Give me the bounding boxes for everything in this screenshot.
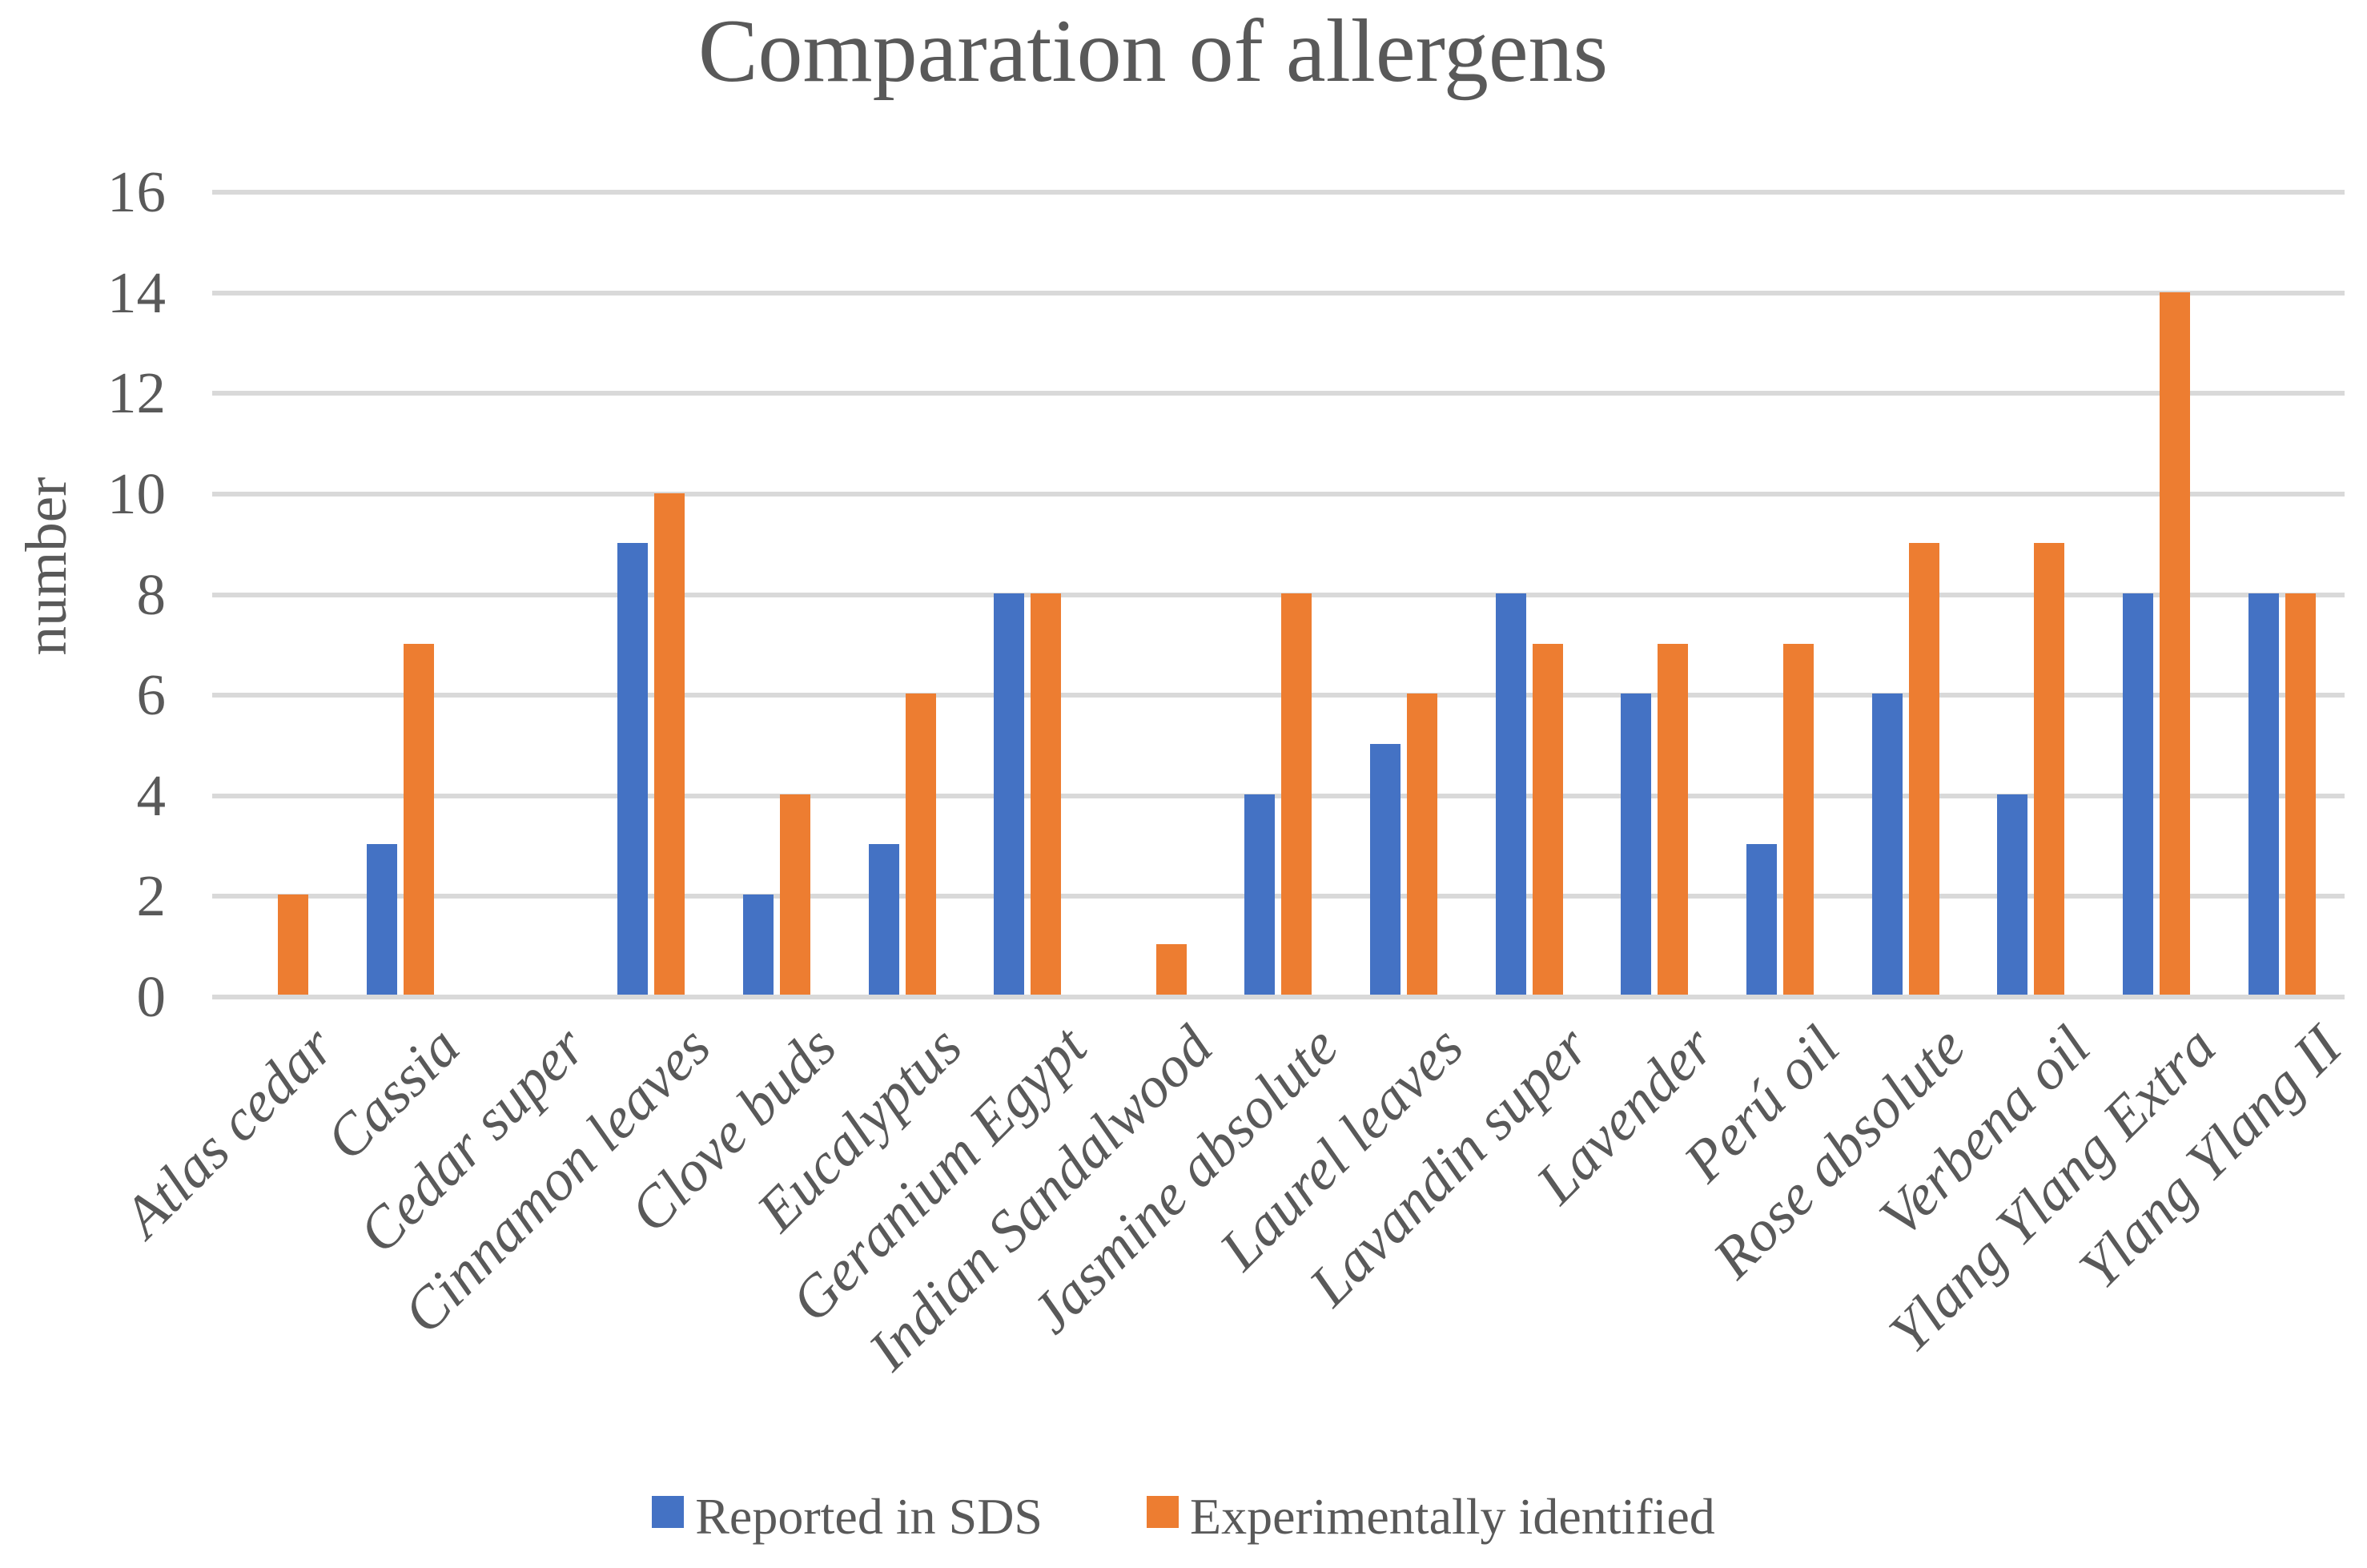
y-tick-label-10: 10 — [107, 460, 166, 526]
legend: Reported in SDS Experimentally identifie… — [0, 1491, 2367, 1542]
bar-group-cinnamon-leaves — [589, 192, 714, 995]
bar-experimentally-identified-jasmine-absolute — [1281, 593, 1312, 995]
bar-experimentally-identified-clove-buds — [779, 794, 810, 995]
bar-group-clove-buds — [714, 192, 840, 995]
x-tick-label-atlas-cedar: Atlas cedar — [111, 1013, 347, 1249]
y-tick-label-12: 12 — [107, 360, 166, 426]
bar-group-verbena-oil — [1968, 192, 2094, 995]
x-axis-tick-labels: Atlas cedar Cassia Cedar super Cinnamon lea… — [111, 1014, 2353, 1512]
y-tick-label-16: 16 — [107, 159, 166, 224]
bar-reported-in-sds-geranium-egypt — [994, 593, 1025, 995]
bar-reported-in-sds-jasmine-absolute — [1244, 794, 1276, 995]
bar-group-indian-sandalwood — [1090, 192, 1216, 995]
bar-group-geranium-egypt — [965, 192, 1091, 995]
bar-experimentally-identified-verbena-oil — [2034, 543, 2065, 995]
gridline-y-16 — [212, 190, 2345, 195]
y-tick-label-14: 14 — [107, 259, 166, 325]
bar-group-atlas-cedar — [212, 192, 338, 995]
gridline-y-6 — [212, 693, 2345, 698]
bar-experimentally-identified-lavandin-super — [1532, 643, 1563, 995]
bar-reported-in-sds-clove-buds — [742, 894, 774, 995]
gridline-y-4 — [212, 793, 2345, 798]
bar-experimentally-identified-ylang-ylang-extra — [2159, 292, 2190, 995]
bar-reported-in-sds-verbena-oil — [1997, 794, 2028, 995]
bars — [212, 192, 2345, 995]
bar-experimentally-identified-lavender — [1658, 643, 1689, 995]
bar-reported-in-sds-ylang-ylang-extra — [2122, 593, 2153, 995]
y-axis-tick-labels: 0 2 4 6 8 10 12 14 16 — [0, 163, 167, 1026]
y-tick-label-8: 8 — [136, 561, 167, 627]
bar-group-ylang-ylang-extra — [2094, 192, 2220, 995]
bar-group-jasmine-absolute — [1216, 192, 1341, 995]
bar-group-per-oil — [1718, 192, 1843, 995]
bar-reported-in-sds-laurel-leaves — [1370, 743, 1401, 995]
gridline-y-8 — [212, 592, 2345, 597]
bar-reported-in-sds-eucalyptus — [868, 844, 899, 995]
bar-experimentally-identified-laurel-leaves — [1407, 694, 1438, 995]
gridline-y-10 — [212, 491, 2345, 497]
bar-group-laurel-leaves — [1341, 192, 1467, 995]
bar-group-eucalyptus — [839, 192, 965, 995]
bar-reported-in-sds-rose-absolute — [1871, 694, 1903, 995]
y-tick-label-4: 4 — [136, 762, 167, 828]
bar-experimentally-identified-cinnamon-leaves — [654, 493, 685, 995]
bar-experimentally-identified-cassia — [403, 643, 434, 995]
bar-experimentally-identified-eucalyptus — [905, 694, 936, 995]
bar-group-cassia — [338, 192, 464, 995]
bar-experimentally-identified-per-oil — [1783, 643, 1814, 995]
bar-reported-in-sds-lavandin-super — [1495, 593, 1526, 995]
y-tick-label-0: 0 — [136, 964, 167, 1029]
bar-reported-in-sds-lavender — [1621, 694, 1652, 995]
bar-reported-in-sds-cinnamon-leaves — [617, 543, 649, 995]
bar-experimentally-identified-ylang-ylang-ii — [2285, 593, 2316, 995]
bar-group-lavender — [1592, 192, 1718, 995]
bar-group-lavandin-super — [1466, 192, 1592, 995]
legend-label: Experimentally identified — [1190, 1488, 1715, 1545]
gridline-y-12 — [212, 391, 2345, 396]
legend-swatch-orange-icon — [1147, 1496, 1179, 1528]
bar-group-ylang-ylang-ii — [2219, 192, 2345, 995]
y-tick-label-2: 2 — [136, 863, 167, 929]
bar-experimentally-identified-indian-sandalwood — [1155, 944, 1187, 995]
legend-item-reported-in-sds: Reported in SDS — [652, 1491, 1043, 1542]
x-axis-line — [212, 995, 2345, 999]
bar-reported-in-sds-ylang-ylang-ii — [2248, 593, 2279, 995]
gridline-y-14 — [212, 290, 2345, 296]
bar-group-cedar-super — [463, 192, 589, 995]
legend-label: Reported in SDS — [695, 1488, 1043, 1545]
bar-group-rose-absolute — [1843, 192, 1968, 995]
bar-experimentally-identified-geranium-egypt — [1031, 593, 1062, 995]
legend-item-experimentally-identified: Experimentally identified — [1147, 1491, 1715, 1542]
plot-area — [212, 190, 2345, 999]
bar-experimentally-identified-rose-absolute — [1908, 543, 1939, 995]
legend-swatch-blue-icon — [652, 1496, 685, 1528]
bar-reported-in-sds-cassia — [366, 844, 397, 995]
bar-experimentally-identified-atlas-cedar — [278, 894, 309, 995]
gridline-y-2 — [212, 894, 2345, 899]
chart-title: Comparation of allergens — [697, 2, 1609, 101]
bar-reported-in-sds-per-oil — [1746, 844, 1777, 995]
y-tick-label-6: 6 — [136, 662, 167, 728]
